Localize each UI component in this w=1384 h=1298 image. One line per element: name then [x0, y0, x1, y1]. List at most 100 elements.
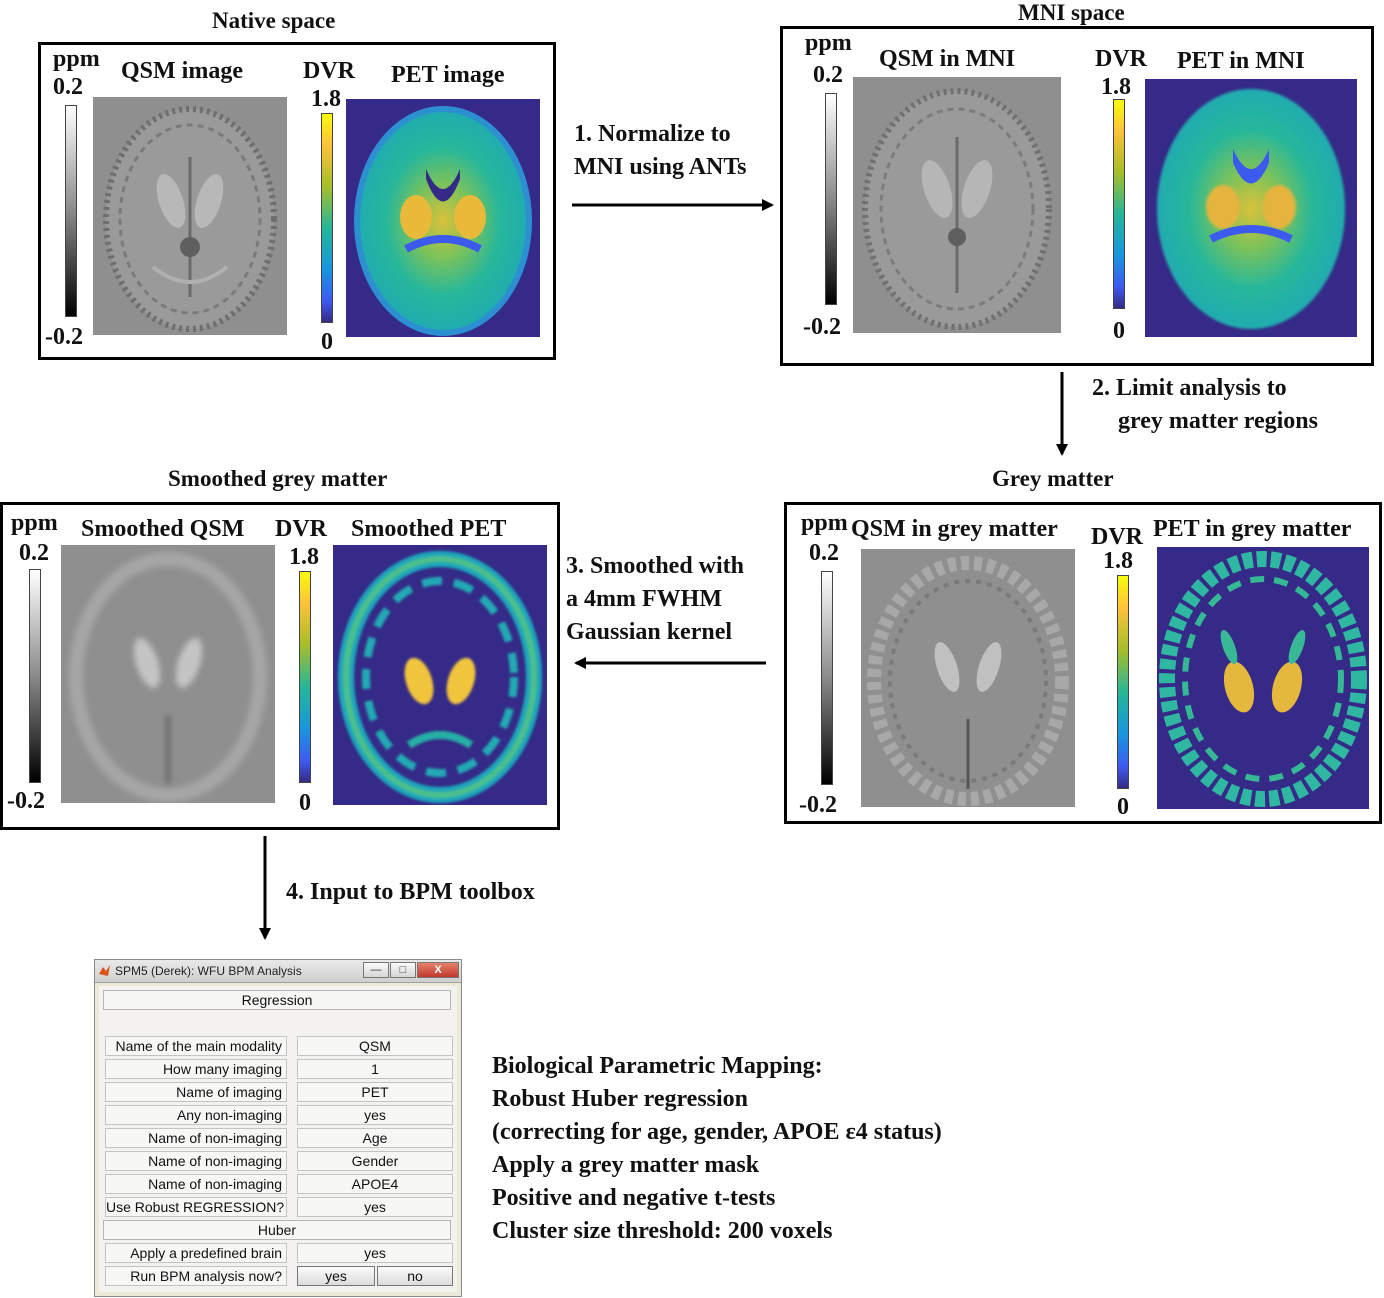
pet-colorbar	[299, 571, 311, 783]
row-value-non-imaging-2[interactable]: Gender	[297, 1151, 453, 1171]
native-space-panel: ppm 0.2 -0.2 QSM image DVR 1.8 0 PET ima…	[38, 42, 556, 360]
pet-min-label: 0	[1117, 794, 1129, 820]
step3-line2: a 4mm FWHM	[566, 586, 722, 612]
pet-grey-image	[1157, 547, 1369, 809]
pet-grey-label: PET in grey matter	[1153, 516, 1352, 542]
row-label-brain-mask: Apply a predefined brain	[105, 1243, 287, 1263]
pet-min-label: 0	[321, 329, 333, 355]
smoothed-grey-matter-title: Smoothed grey matter	[168, 466, 388, 491]
huber-header: Huber	[103, 1220, 451, 1240]
qsm-unit-label: ppm	[11, 510, 58, 536]
step4-arrow	[259, 836, 271, 940]
maximize-button[interactable]: □	[390, 962, 416, 978]
qsm-min-label: -0.2	[799, 792, 837, 818]
row-label-run-bpm: Run BPM analysis now?	[105, 1266, 287, 1286]
pet-image-label: PET image	[391, 62, 505, 88]
qsm-colorbar	[29, 569, 41, 783]
row-value-non-imaging-1[interactable]: Age	[297, 1128, 453, 1148]
qsm-min-label: -0.2	[45, 324, 83, 350]
smoothed-panel: ppm 0.2 -0.2 Smoothed QSM DVR 1.8 0 Smoo…	[0, 502, 560, 830]
mni-space-title: MNI space	[1018, 0, 1125, 25]
pet-min-label: 0	[299, 790, 311, 816]
qsm-colorbar	[65, 105, 77, 317]
pet-smoothed-image	[333, 545, 547, 805]
step2-line1: 2. Limit analysis to	[1092, 375, 1287, 401]
run-no-button[interactable]: no	[377, 1266, 453, 1286]
grey-matter-panel: ppm 0.2 -0.2 QSM in grey matter DVR 1.8 …	[784, 502, 1382, 824]
qsm-unit-label: ppm	[805, 30, 852, 56]
pet-max-label: 1.8	[289, 544, 319, 570]
step4-label: 4. Input to BPM toolbox	[286, 879, 535, 905]
row-label-main-modality: Name of the main modality	[105, 1036, 287, 1056]
qsm-unit-label: ppm	[801, 510, 848, 536]
qsm-grey-image	[861, 549, 1075, 807]
bpm-summary-line: (correcting for age, gender, APOE ε4 sta…	[492, 1119, 942, 1145]
row-value-name-of-imaging[interactable]: PET	[297, 1082, 453, 1102]
step3-label: 3. Smoothed with a 4mm FWHM Gaussian ker…	[566, 550, 744, 649]
mni-space-panel: ppm 0.2 -0.2 QSM in MNI DVR 1.8 0 PET in…	[780, 26, 1374, 366]
dialog-titlebar[interactable]: SPM5 (Derek): WFU BPM Analysis — □ X	[95, 960, 461, 983]
qsm-max-label: 0.2	[813, 62, 843, 88]
qsm-mni-label: QSM in MNI	[879, 46, 1016, 72]
row-label-name-of-imaging: Name of imaging	[105, 1082, 287, 1102]
run-bpm-buttons: yes no	[297, 1266, 453, 1286]
row-label-any-non-imaging: Any non-imaging	[105, 1105, 287, 1125]
qsm-native-image	[93, 97, 287, 335]
pet-mni-image	[1145, 79, 1357, 337]
grey-matter-title: Grey matter	[992, 466, 1114, 491]
pet-unit-label: DVR	[1095, 46, 1147, 72]
dialog-title: SPM5 (Derek): WFU BPM Analysis	[115, 964, 302, 978]
pet-unit-label: DVR	[303, 58, 355, 84]
minimize-button[interactable]: —	[363, 962, 389, 978]
run-yes-button[interactable]: yes	[297, 1266, 375, 1286]
row-value-robust-regression[interactable]: yes	[297, 1197, 453, 1217]
qsm-unit-label: ppm	[53, 46, 100, 72]
row-value-non-imaging-3[interactable]: APOE4	[297, 1174, 453, 1194]
bpm-dialog-window: SPM5 (Derek): WFU BPM Analysis — □ X Reg…	[94, 959, 462, 1297]
step3-line1: 3. Smoothed with	[566, 553, 745, 579]
step3-arrow	[574, 657, 766, 669]
pet-unit-label: DVR	[275, 516, 327, 542]
matlab-icon	[99, 965, 110, 976]
qsm-colorbar	[821, 571, 833, 785]
bpm-summary-line: Apply a grey matter mask	[492, 1152, 760, 1178]
pet-min-label: 0	[1113, 318, 1125, 344]
qsm-min-label: -0.2	[7, 788, 45, 814]
step1-line1: 1. Normalize to	[574, 121, 731, 147]
bpm-summary: Biological Parametric Mapping: Robust Hu…	[492, 1050, 942, 1248]
qsm-grey-label: QSM in grey matter	[851, 516, 1058, 542]
row-label-non-imaging-2: Name of non-imaging	[105, 1151, 287, 1171]
qsm-smoothed-label: Smoothed QSM	[81, 516, 245, 542]
row-label-how-many-imaging: How many imaging	[105, 1059, 287, 1079]
step1-label: 1. Normalize to MNI using ANTs	[574, 118, 747, 184]
row-value-any-non-imaging[interactable]: yes	[297, 1105, 453, 1125]
pet-colorbar	[321, 113, 333, 323]
step3-line3: Gaussian kernel	[566, 619, 733, 645]
row-label-non-imaging-1: Name of non-imaging	[105, 1128, 287, 1148]
bpm-summary-line: Positive and negative t-tests	[492, 1185, 776, 1211]
bpm-summary-line: Biological Parametric Mapping:	[492, 1053, 823, 1079]
qsm-mni-image	[853, 77, 1061, 333]
step1-arrow	[572, 199, 774, 211]
row-value-main-modality[interactable]: QSM	[297, 1036, 453, 1056]
regression-header: Regression	[103, 990, 451, 1010]
row-value-how-many-imaging[interactable]: 1	[297, 1059, 453, 1079]
qsm-max-label: 0.2	[19, 540, 49, 566]
dialog-body: Regression Name of the main modality QSM…	[99, 986, 457, 1292]
qsm-min-label: -0.2	[803, 314, 841, 340]
pet-mni-label: PET in MNI	[1177, 48, 1305, 74]
pet-colorbar	[1117, 575, 1129, 789]
close-button[interactable]: X	[417, 962, 459, 978]
qsm-image-label: QSM image	[121, 58, 243, 84]
row-value-brain-mask[interactable]: yes	[297, 1243, 453, 1263]
step2-arrow	[1056, 372, 1068, 456]
qsm-max-label: 0.2	[53, 74, 83, 100]
pet-smoothed-label: Smoothed PET	[351, 516, 507, 542]
bpm-summary-line: Cluster size threshold: 200 voxels	[492, 1218, 833, 1244]
qsm-max-label: 0.2	[809, 540, 839, 566]
step2-label: 2. Limit analysis to grey matter regions	[1092, 372, 1318, 438]
row-label-non-imaging-3: Name of non-imaging	[105, 1174, 287, 1194]
pet-max-label: 1.8	[1103, 548, 1133, 574]
pet-native-image	[346, 99, 540, 337]
pet-colorbar	[1113, 99, 1125, 309]
